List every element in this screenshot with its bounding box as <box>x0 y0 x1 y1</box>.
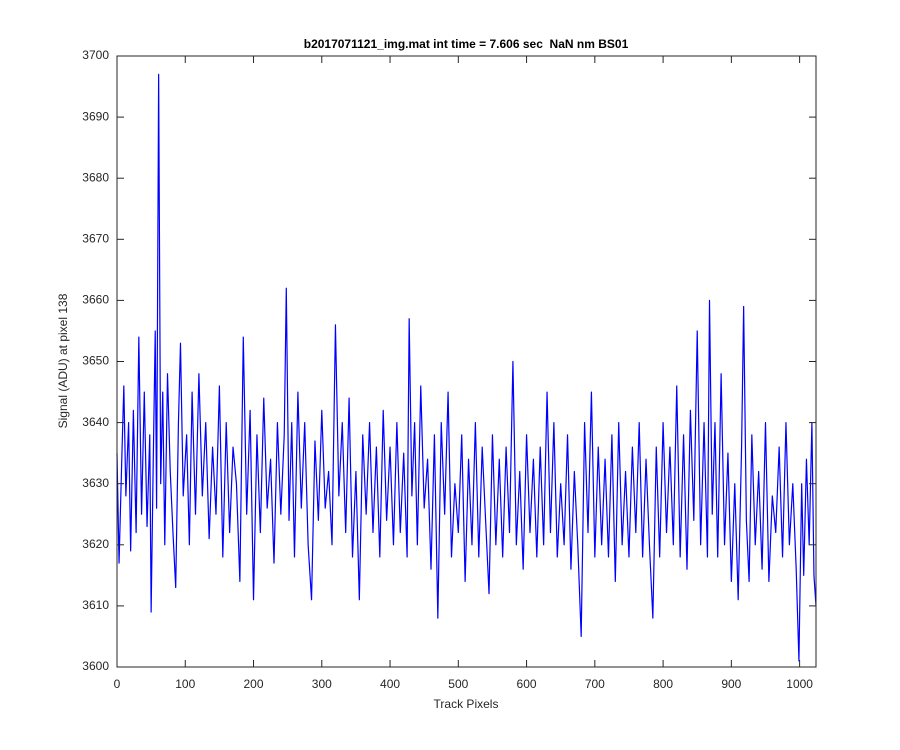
chart-title: b2017071121_img.mat int time = 7.606 sec… <box>304 37 629 51</box>
x-tick-label: 700 <box>585 677 605 691</box>
plot-area <box>117 56 816 667</box>
y-tick-label: 3600 <box>82 659 109 673</box>
y-tick-label: 3650 <box>82 354 109 368</box>
x-tick-label: 600 <box>517 677 537 691</box>
y-axis-label: Signal (ADU) at pixel 138 <box>56 293 70 428</box>
x-tick-label: 100 <box>175 677 195 691</box>
x-axis-label: Track Pixels <box>434 697 499 711</box>
y-tick-label: 3660 <box>82 293 109 307</box>
y-tick-label: 3640 <box>82 415 109 429</box>
x-tick-label: 300 <box>312 677 332 691</box>
y-tick-label: 3670 <box>82 231 109 245</box>
y-tick-label: 3700 <box>82 48 109 62</box>
x-tick-label: 0 <box>114 677 121 691</box>
x-tick-label: 500 <box>448 677 468 691</box>
x-tick-label: 800 <box>653 677 673 691</box>
x-tick-label: 200 <box>244 677 264 691</box>
y-tick-label: 3620 <box>82 537 109 551</box>
x-tick-label: 400 <box>380 677 400 691</box>
data-line <box>116 73 817 662</box>
y-tick-label: 3680 <box>82 170 109 184</box>
x-tick-label: 900 <box>721 677 741 691</box>
x-tick-label: 1000 <box>786 677 813 691</box>
y-tick-label: 3690 <box>82 109 109 123</box>
y-tick-label: 3630 <box>82 476 109 490</box>
y-tick-label: 3610 <box>82 598 109 612</box>
